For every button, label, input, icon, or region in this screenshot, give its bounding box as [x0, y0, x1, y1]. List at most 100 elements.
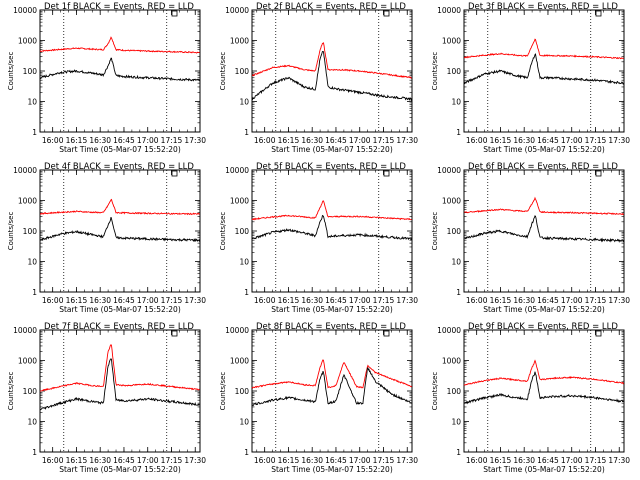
panel-9: Det 9f BLACK = Events, RED = LLD 1 10 100 10… — [431, 322, 630, 474]
y-tick-label: 10000 — [225, 326, 249, 335]
x-tick-label: 16:00 — [42, 136, 64, 145]
x-tick-label: 16:15 — [490, 296, 512, 305]
y-tick-label: 10 — [451, 418, 461, 427]
x-axis-title: Start Time (05-Mar-07 15:52:20) — [59, 305, 181, 314]
panel-5: Det 5f BLACK = Events, RED = LLD 1 10 100 10… — [219, 162, 418, 314]
x-tick-label: 16:15 — [66, 296, 88, 305]
x-tick-label: 16:30 — [301, 296, 323, 305]
y-tick-label: 100 — [235, 227, 250, 236]
x-tick-label: 17:30 — [184, 456, 206, 465]
x-tick-label: 17:30 — [608, 136, 630, 145]
x-tick-label: 16:15 — [278, 136, 300, 145]
x-tick-label: 17:15 — [161, 456, 183, 465]
y-tick-label: 1 — [244, 288, 249, 297]
title-marker — [171, 330, 178, 337]
x-tick-label: 16:00 — [42, 296, 64, 305]
x-tick-label: 17:15 — [585, 136, 607, 145]
y-tick-label: 100 — [235, 387, 250, 396]
y-tick-label: 10 — [451, 258, 461, 267]
y-tick-label: 10000 — [13, 166, 37, 175]
y-tick-label: 1000 — [442, 37, 461, 46]
panel-title: Det 5f BLACK = Events, RED = LLD — [256, 162, 406, 172]
y-axis-title: Counts/sec — [431, 212, 439, 251]
x-tick-label: 16:15 — [278, 296, 300, 305]
y-tick-label: 100 — [447, 387, 462, 396]
panel-title: Det 3f BLACK = Events, RED = LLD — [468, 2, 618, 12]
panel-title: Det 1f BLACK = Events, RED = LLD — [44, 2, 194, 12]
y-tick-label: 1 — [32, 448, 37, 457]
x-tick-label: 17:00 — [137, 296, 159, 305]
title-marker — [383, 330, 390, 337]
y-axis-title: Counts/sec — [7, 52, 15, 91]
x-tick-label: 16:00 — [466, 456, 488, 465]
x-tick-label: 16:30 — [301, 456, 323, 465]
panel-title: Det 4f BLACK = Events, RED = LLD — [44, 162, 194, 172]
series-line-red-lld — [463, 38, 624, 60]
series-line-black-events — [464, 53, 624, 85]
y-tick-label: 1 — [456, 288, 461, 297]
x-tick-label: 16:45 — [325, 136, 347, 145]
y-axis-title: Counts/sec — [219, 372, 227, 411]
series-line-red-lld — [251, 42, 412, 79]
x-tick-label: 17:00 — [349, 136, 371, 145]
y-tick-label: 1000 — [442, 197, 461, 206]
series-line-black-events — [39, 358, 200, 411]
panel-2: Det 2f BLACK = Events, RED = LLD 1 10 100 10… — [219, 2, 418, 154]
x-tick-label: 17:30 — [608, 456, 630, 465]
x-tick-label: 17:00 — [349, 456, 371, 465]
title-marker — [595, 170, 602, 177]
x-tick-label: 17:15 — [373, 136, 395, 145]
x-tick-label: 17:30 — [184, 136, 206, 145]
y-tick-label: 100 — [447, 67, 462, 76]
y-tick-label: 10 — [239, 418, 249, 427]
y-tick-label: 1 — [244, 448, 249, 457]
y-axis-title: Counts/sec — [431, 372, 439, 411]
y-tick-label: 1 — [456, 448, 461, 457]
x-tick-label: 16:30 — [513, 136, 535, 145]
x-tick-label: 16:00 — [42, 456, 64, 465]
y-tick-label: 100 — [23, 67, 38, 76]
y-tick-label: 10 — [27, 258, 37, 267]
y-tick-label: 10000 — [225, 6, 249, 15]
x-axis-title: Start Time (05-Mar-07 15:52:20) — [59, 465, 181, 474]
x-tick-label: 17:15 — [373, 456, 395, 465]
series-line-black-events — [39, 57, 201, 82]
x-tick-label: 17:15 — [161, 136, 183, 145]
x-tick-label: 16:45 — [325, 296, 347, 305]
panel-1: Det 1f BLACK = Events, RED = LLD 1 10 100 10… — [7, 2, 206, 154]
x-axis-title: Start Time (05-Mar-07 15:52:20) — [483, 305, 605, 314]
y-axis-title: Counts/sec — [431, 52, 439, 91]
y-tick-label: 1000 — [18, 357, 37, 366]
title-marker — [171, 10, 178, 17]
y-tick-label: 100 — [447, 227, 462, 236]
x-tick-label: 16:15 — [278, 456, 300, 465]
y-tick-label: 10000 — [437, 166, 461, 175]
y-axis-title: Counts/sec — [219, 212, 227, 251]
x-tick-label: 17:30 — [396, 456, 418, 465]
x-axis-title: Start Time (05-Mar-07 15:52:20) — [271, 145, 393, 154]
x-tick-label: 17:30 — [396, 296, 418, 305]
y-axis-title: Counts/sec — [7, 372, 15, 411]
x-tick-label: 16:30 — [89, 136, 111, 145]
y-tick-label: 10000 — [437, 326, 461, 335]
series-line-black-events — [463, 215, 625, 243]
x-tick-label: 17:15 — [585, 296, 607, 305]
x-tick-label: 16:15 — [490, 136, 512, 145]
y-tick-label: 10 — [451, 98, 461, 107]
x-tick-label: 16:00 — [254, 456, 276, 465]
y-tick-label: 1000 — [442, 357, 461, 366]
y-tick-label: 10 — [239, 98, 249, 107]
y-tick-label: 1000 — [18, 197, 37, 206]
x-axis-title: Start Time (05-Mar-07 15:52:20) — [483, 145, 605, 154]
x-tick-label: 16:30 — [513, 456, 535, 465]
x-tick-label: 17:30 — [184, 296, 206, 305]
x-tick-label: 17:00 — [561, 456, 583, 465]
panel-title: Det 7f BLACK = Events, RED = LLD — [44, 322, 194, 332]
series-line-black-events — [463, 371, 624, 405]
y-tick-label: 10 — [27, 98, 37, 107]
panel-title: Det 9f BLACK = Events, RED = LLD — [468, 322, 618, 332]
series-line-red-lld — [251, 200, 412, 221]
panel-6: Det 6f BLACK = Events, RED = LLD 1 10 100 10… — [431, 162, 630, 314]
y-tick-label: 1000 — [230, 197, 249, 206]
title-marker — [383, 10, 390, 17]
